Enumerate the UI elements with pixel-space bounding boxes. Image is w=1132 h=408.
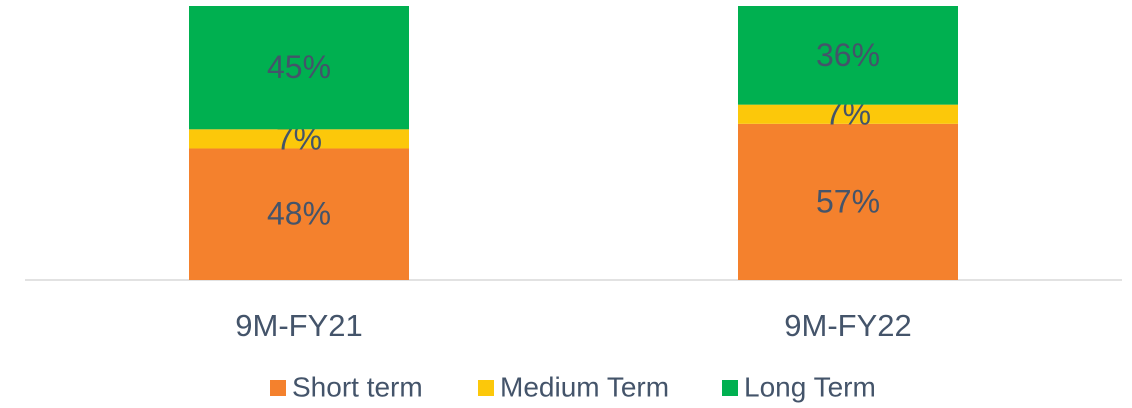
bar-segment xyxy=(738,6,958,105)
x-tick-label: 9M-FY22 xyxy=(784,308,911,343)
bar-segment xyxy=(189,148,409,280)
data-label: 57% xyxy=(816,183,880,219)
legend-swatch xyxy=(270,380,286,396)
legend-swatch xyxy=(478,380,494,396)
legend-label: Long Term xyxy=(744,371,876,402)
bar-segment xyxy=(189,6,409,130)
bar-segment xyxy=(738,123,958,280)
data-label: 48% xyxy=(267,196,331,232)
x-tick-label: 9M-FY21 xyxy=(235,308,362,343)
data-label: 36% xyxy=(816,37,880,73)
data-label: 45% xyxy=(267,49,331,85)
legend-label: Medium Term xyxy=(500,371,669,402)
legend-label: Short term xyxy=(292,371,423,402)
bar-segment xyxy=(738,104,958,124)
legend-swatch xyxy=(722,380,738,396)
bar-segment xyxy=(189,129,409,149)
